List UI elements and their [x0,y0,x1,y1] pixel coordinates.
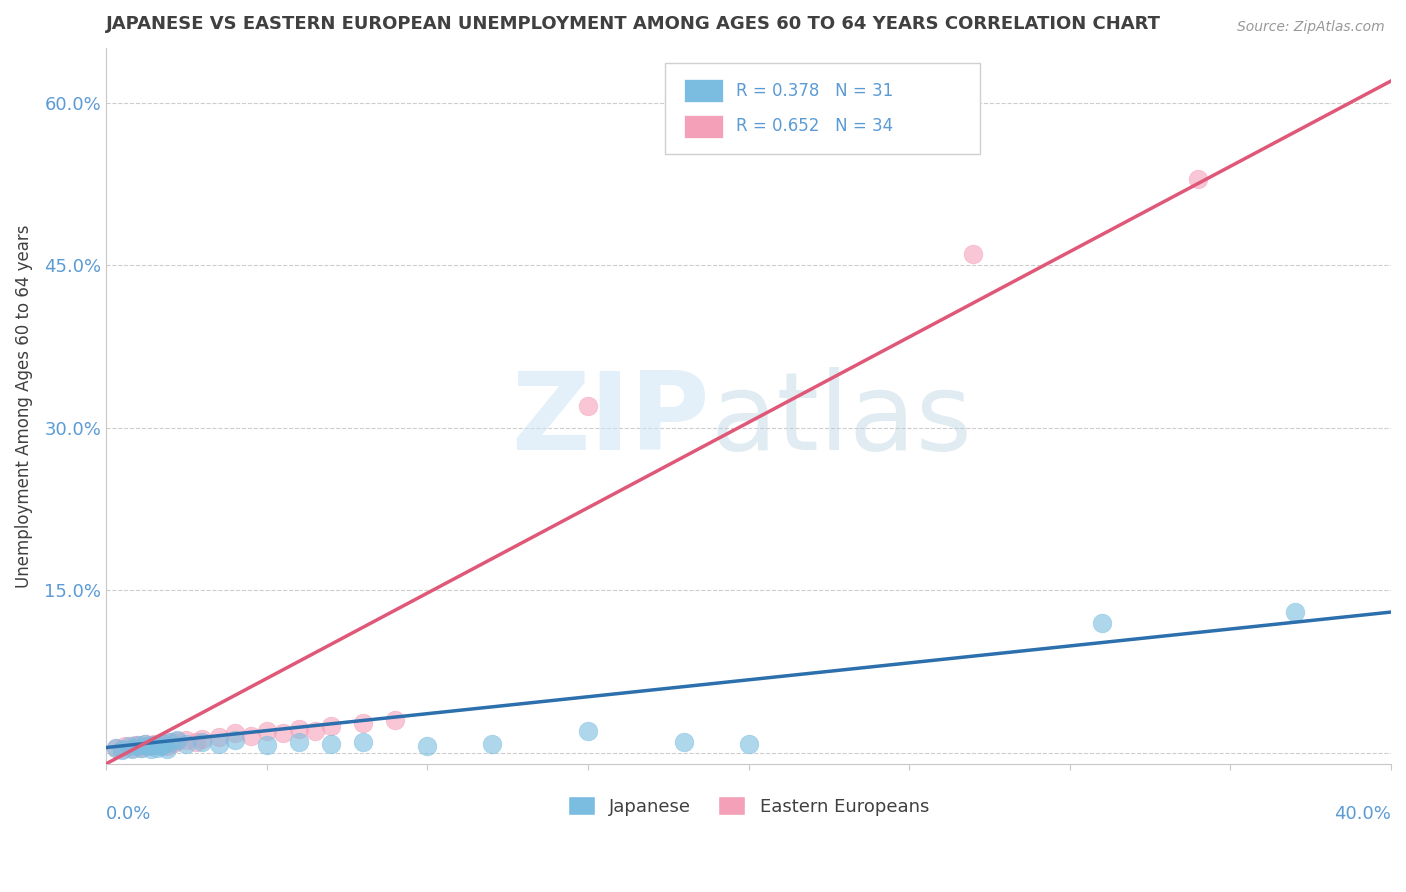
Point [156,739,179,754]
Point [134,737,156,751]
Text: Source: ZipAtlas.com: Source: ZipAtlas.com [1237,20,1385,34]
Point [207,737,229,751]
Point [136,739,159,754]
Point [962,247,984,261]
Point [104,740,127,755]
Point [191,735,214,749]
Point [191,731,214,746]
Point [288,735,311,749]
Point [159,735,181,749]
Point [131,740,153,755]
Point [224,726,246,740]
Y-axis label: Unemployment Among Ages 60 to 64 years: Unemployment Among Ages 60 to 64 years [15,225,32,588]
Point [139,739,162,753]
Text: R = 0.378   N = 31: R = 0.378 N = 31 [735,82,893,100]
Point [146,739,169,753]
Text: 0.0%: 0.0% [105,805,152,823]
Point [162,736,184,750]
Point [121,741,143,756]
Text: ZIP: ZIP [512,368,710,474]
Text: 40.0%: 40.0% [1334,805,1391,823]
Point [1187,171,1209,186]
Point [127,739,149,754]
Point [207,730,229,744]
Point [143,739,166,753]
Point [576,724,599,739]
Point [481,737,503,751]
Point [149,739,172,754]
Point [352,735,374,749]
Point [184,735,207,749]
Point [156,741,179,756]
Point [111,742,134,756]
Point [134,737,156,751]
FancyBboxPatch shape [685,79,723,102]
Text: R = 0.652   N = 34: R = 0.652 N = 34 [735,118,893,136]
Point [153,737,176,751]
Point [304,724,326,739]
Point [271,726,294,740]
Text: JAPANESE VS EASTERN EUROPEAN UNEMPLOYMENT AMONG AGES 60 TO 64 YEARS CORRELATION : JAPANESE VS EASTERN EUROPEAN UNEMPLOYMEN… [105,15,1161,33]
Point [416,739,439,754]
Point [737,737,759,751]
Point [117,739,139,754]
Point [153,737,176,751]
Point [159,735,181,749]
FancyBboxPatch shape [665,62,980,154]
Text: atlas: atlas [710,368,972,474]
Point [136,739,159,754]
Point [139,741,162,756]
Point [146,740,169,755]
Point [576,399,599,413]
Point [319,737,342,751]
Point [256,724,278,739]
Point [319,719,342,733]
Point [288,722,311,736]
Point [673,735,696,749]
Point [1091,615,1114,630]
Point [131,740,153,755]
Point [176,737,198,751]
Point [124,739,146,753]
Point [111,741,134,756]
Point [121,740,143,755]
Point [114,739,136,754]
Point [143,737,166,751]
Point [104,740,127,755]
Point [256,739,278,753]
Legend: Japanese, Eastern Europeans: Japanese, Eastern Europeans [561,789,936,822]
Point [166,734,188,748]
FancyBboxPatch shape [685,115,723,138]
Point [176,733,198,747]
Point [384,714,406,728]
Point [149,736,172,750]
Point [352,715,374,730]
Point [224,733,246,747]
Point [166,733,188,747]
Point [239,729,262,743]
Point [127,739,149,753]
Point [1284,605,1306,619]
